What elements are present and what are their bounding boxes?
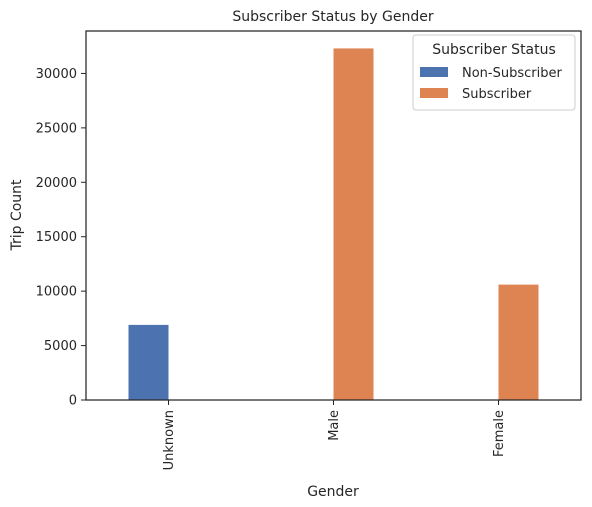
legend: Subscriber Status Non-Subscriber Subscri… [413,35,575,110]
x-tick-label-unknown: Unknown [162,410,177,470]
y-axis-ticks: 0 5000 10000 15000 20000 25000 30000 [36,67,86,409]
bar-subscriber-female [499,285,539,400]
y-axis-label: Trip Count [9,179,25,252]
y-tick-label: 10000 [36,285,77,300]
y-tick-label: 30000 [36,67,77,82]
chart-title: Subscriber Status by Gender [232,9,434,25]
x-axis-ticks: Unknown Male Female [162,400,507,470]
legend-swatch-subscriber [420,88,448,98]
y-tick-label: 20000 [36,176,77,191]
y-tick-label: 15000 [36,230,77,245]
y-tick-label: 25000 [36,121,77,136]
legend-swatch-non-subscriber [420,67,448,77]
x-tick-label-female: Female [492,410,507,457]
bar-subscriber-male [334,48,374,400]
x-axis-label: Gender [307,484,359,500]
legend-label-subscriber: Subscriber [462,87,532,102]
y-tick-label: 0 [69,394,77,409]
y-tick-label: 5000 [44,339,77,354]
legend-title: Subscriber Status [432,42,556,58]
bar-non-subscriber-unknown [129,325,169,400]
legend-label-non-subscriber: Non-Subscriber [462,66,562,81]
x-tick-label-male: Male [327,410,342,441]
